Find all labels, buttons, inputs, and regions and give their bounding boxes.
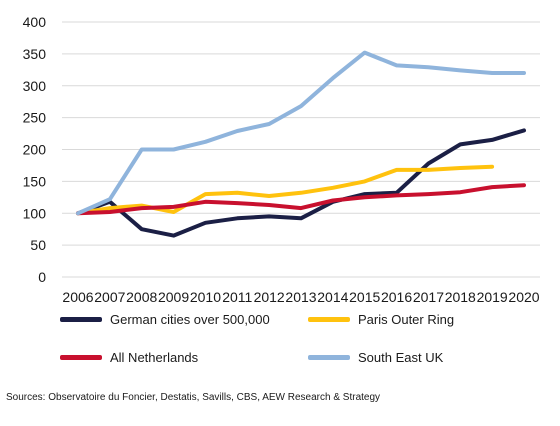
x-tick-label: 2017 bbox=[413, 289, 444, 305]
x-tick-label: 2009 bbox=[158, 289, 189, 305]
y-tick-label: 250 bbox=[23, 110, 47, 126]
y-tick-label: 300 bbox=[23, 78, 47, 94]
legend-swatch-all-netherlands bbox=[60, 355, 102, 360]
legend: German cities over 500,000 Paris Outer R… bbox=[60, 312, 540, 372]
y-tick-label: 50 bbox=[30, 237, 46, 253]
x-tick-label: 2014 bbox=[317, 289, 348, 305]
y-tick-label: 100 bbox=[23, 205, 47, 221]
y-tick-label: 350 bbox=[23, 46, 47, 62]
legend-swatch-paris-outer-ring bbox=[308, 317, 350, 322]
legend-label-german-cities: German cities over 500,000 bbox=[110, 312, 270, 327]
x-tick-label: 2016 bbox=[381, 289, 412, 305]
x-tick-label: 2006 bbox=[62, 289, 93, 305]
x-tick-label: 2012 bbox=[254, 289, 285, 305]
x-tick-label: 2008 bbox=[126, 289, 157, 305]
x-tick-label: 2010 bbox=[190, 289, 221, 305]
series-line-3 bbox=[76, 183, 526, 216]
legend-label-south-east-uk: South East UK bbox=[358, 350, 444, 365]
x-axis-ticks: 2006 2007 2008 2009 2010 2011 2012 2013 2014 2015… bbox=[62, 289, 539, 305]
legend-item-paris-outer-ring: Paris Outer Ring bbox=[308, 312, 454, 327]
x-tick-label: 2013 bbox=[285, 289, 316, 305]
legend-swatch-south-east-uk bbox=[308, 355, 350, 360]
legend-item-south-east-uk: South East UK bbox=[308, 350, 443, 365]
x-tick-label: 2019 bbox=[477, 289, 508, 305]
x-tick-label: 2015 bbox=[349, 289, 380, 305]
legend-swatch-german-cities bbox=[60, 317, 102, 322]
series-line-4 bbox=[76, 50, 526, 216]
y-tick-label: 150 bbox=[23, 173, 47, 189]
y-tick-label: 200 bbox=[23, 142, 47, 158]
legend-label-paris-outer-ring: Paris Outer Ring bbox=[358, 312, 455, 327]
y-tick-label: 400 bbox=[23, 14, 47, 30]
series-lines bbox=[76, 50, 526, 238]
line-chart: 0 50 100 150 200 250 300 350 400 2006 2007 2008 200… bbox=[23, 14, 540, 305]
legend-label-all-netherlands: All Netherlands bbox=[110, 350, 199, 365]
x-tick-label: 2011 bbox=[222, 289, 252, 305]
x-tick-label: 2018 bbox=[445, 289, 476, 305]
x-tick-label: 2007 bbox=[94, 289, 125, 305]
legend-item-all-netherlands: All Netherlands bbox=[60, 350, 198, 365]
x-tick-label: 2020 bbox=[508, 289, 539, 305]
series-line-1 bbox=[76, 128, 526, 238]
source-note: Sources: Observatoire du Foncier, Destat… bbox=[6, 392, 381, 403]
legend-item-german-cities: German cities over 500,000 bbox=[60, 312, 270, 327]
y-axis-ticks: 0 50 100 150 200 250 300 350 400 bbox=[23, 14, 47, 285]
gridlines bbox=[62, 21, 540, 278]
y-tick-label: 0 bbox=[38, 269, 46, 285]
